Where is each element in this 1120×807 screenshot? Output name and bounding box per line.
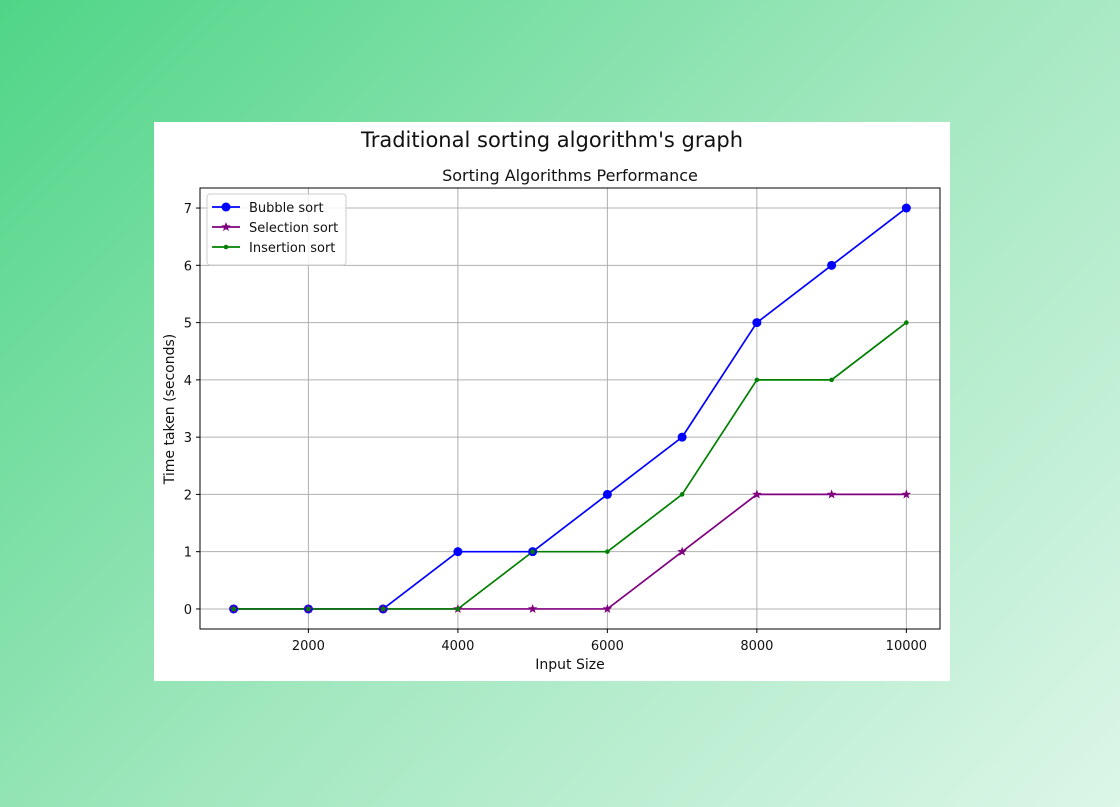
selection-sort-point	[602, 603, 613, 613]
y-tick-label: 0	[184, 603, 192, 618]
figure-panel: Traditional sorting algorithm's graph So…	[154, 122, 950, 681]
legend-label-insertion-sort: Insertion sort	[249, 241, 335, 256]
selection-sort-point	[901, 489, 912, 499]
insertion-sort-point	[380, 606, 386, 612]
x-tick-label: 2000	[292, 639, 325, 654]
insertion-sort-point	[829, 377, 834, 383]
legend-box	[206, 193, 347, 266]
bubble-sort-point	[752, 318, 762, 328]
legend-label-selection-sort: Selection sort	[249, 221, 338, 236]
bubble-sort-point	[677, 432, 687, 442]
y-tick-label: 6	[184, 259, 192, 274]
bubble-sort-point	[602, 489, 612, 499]
series-markers	[228, 203, 912, 614]
y-tick-label: 1	[184, 546, 192, 561]
y-tick-label: 3	[184, 431, 192, 446]
insertion-sort-point	[231, 606, 236, 612]
series-lines	[233, 207, 907, 610]
insertion-sort-point	[754, 377, 760, 383]
chart-title: Sorting Algorithms Performance	[442, 166, 698, 185]
legend: Bubble sort Selection sort Insertion sort	[206, 193, 347, 266]
axis-ticks: 2000 4000 6000 8000 10000 0 1 2 3 4 5 6 7	[184, 202, 927, 654]
bubble-sort-point	[901, 203, 911, 213]
y-tick-label: 5	[184, 317, 192, 332]
x-tick-label: 8000	[740, 639, 773, 654]
y-axis-label: Time taken (seconds)	[162, 334, 178, 485]
bubble-sort-line	[233, 207, 907, 610]
insertion-sort-point	[679, 492, 685, 497]
selection-sort-point	[527, 603, 538, 613]
x-tick-label: 10000	[886, 639, 927, 654]
selection-sort-point	[677, 546, 687, 556]
y-tick-label: 7	[184, 202, 192, 217]
legend-label-bubble-sort: Bubble sort	[249, 201, 324, 216]
y-tick-label: 2	[184, 488, 192, 503]
bubble-sort-point	[827, 260, 837, 270]
insertion-sort-point	[306, 606, 311, 612]
insertion-sort-point	[904, 320, 909, 325]
plot-frame	[199, 187, 941, 630]
line-chart: Sorting Algorithms Performance 2000 4000 6…	[162, 166, 941, 673]
x-axis-label: Input Size	[535, 657, 604, 673]
insertion-sort-point	[530, 549, 535, 554]
y-tick-label: 4	[184, 374, 192, 389]
insertion-sort-line	[233, 321, 907, 610]
selection-sort-point	[826, 489, 837, 499]
selection-sort-point	[752, 489, 762, 499]
figure-title: Traditional sorting algorithm's graph	[360, 128, 744, 152]
legend-marker-selection-sort	[221, 222, 231, 232]
x-tick-label: 4000	[441, 639, 474, 654]
bubble-sort-point	[453, 547, 463, 557]
x-tick-label: 6000	[591, 639, 624, 654]
insertion-sort-point	[455, 606, 461, 612]
legend-marker-bubble-sort	[221, 202, 231, 212]
insertion-sort-point	[605, 549, 610, 554]
legend-marker-insertion-sort	[223, 244, 229, 250]
